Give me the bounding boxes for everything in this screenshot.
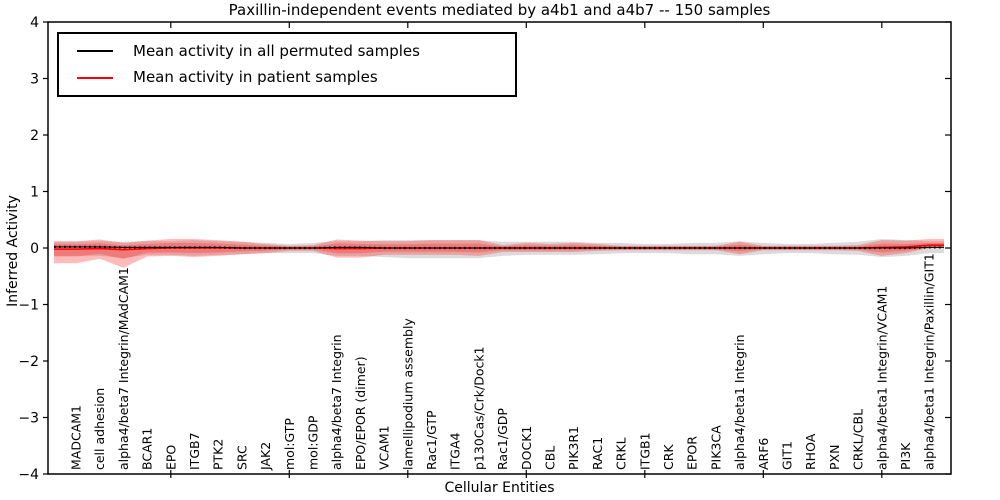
y-tick-label: −3 bbox=[18, 411, 39, 427]
x-tick-label: ITGB7 bbox=[187, 432, 202, 470]
x-tick-label: PIK3R1 bbox=[566, 426, 581, 470]
x-tick-label: p130Cas/Crk/Dock1 bbox=[471, 346, 486, 470]
legend: Mean activity in all permuted samples Me… bbox=[57, 32, 517, 97]
x-tick-label: SRC bbox=[234, 445, 249, 470]
x-tick-label: PI3K bbox=[898, 442, 913, 470]
y-tick-label: 4 bbox=[30, 15, 39, 31]
x-tick-label: alpha4/beta1 Integrin bbox=[732, 334, 747, 470]
x-tick-label: PXN bbox=[827, 445, 842, 470]
patient-range-band-outer bbox=[54, 238, 944, 268]
x-tick-label: mol:GDP bbox=[306, 415, 321, 470]
x-tick-label: DOCK1 bbox=[519, 426, 534, 470]
x-tick-label: cell adhesion bbox=[92, 388, 107, 470]
x-tick-label: PTK2 bbox=[211, 439, 226, 470]
x-tick-label: ITGA4 bbox=[448, 432, 463, 470]
x-tick-label: PIK3CA bbox=[708, 425, 723, 470]
y-tick-label: 1 bbox=[30, 185, 39, 201]
x-tick-label: EPOR bbox=[685, 436, 700, 470]
x-tick-label: lamellipodium assembly bbox=[400, 318, 415, 470]
x-tick-label: ARF6 bbox=[756, 438, 771, 470]
x-tick-label: GIT1 bbox=[780, 441, 795, 470]
y-tick-label: −2 bbox=[18, 354, 39, 370]
x-tick-label: mol:GTP bbox=[282, 418, 297, 470]
chart-title: Paxillin-independent events mediated by … bbox=[228, 1, 771, 19]
x-tick-label: BCAR1 bbox=[140, 428, 155, 470]
y-tick-label: 3 bbox=[30, 72, 39, 88]
x-tick-label: EPO bbox=[163, 445, 178, 470]
y-tick-label: −4 bbox=[18, 467, 39, 483]
x-tick-label: MADCAM1 bbox=[69, 405, 84, 470]
x-tick-label: alpha4/beta7 Integrin bbox=[329, 334, 344, 470]
x-axis-label: Cellular Entities bbox=[444, 480, 555, 496]
x-tick-label: Rac1/GTP bbox=[424, 410, 439, 470]
legend-label-permuted: Mean activity in all permuted samples bbox=[133, 41, 420, 60]
x-tick-label: ITGB1 bbox=[637, 432, 652, 470]
y-tick-label: 2 bbox=[30, 128, 39, 144]
permuted-line-swatch bbox=[77, 50, 113, 53]
patient-line-swatch bbox=[77, 76, 113, 79]
legend-entry-permuted: Mean activity in all permuted samples bbox=[59, 39, 515, 63]
legend-label-patient: Mean activity in patient samples bbox=[133, 68, 378, 87]
patient-range-band-inner bbox=[54, 243, 944, 259]
legend-entry-patient: Mean activity in patient samples bbox=[59, 66, 515, 90]
permuted-mean-line bbox=[54, 246, 944, 249]
y-axis-label: Inferred Activity bbox=[5, 195, 21, 307]
x-tick-label: RHOA bbox=[803, 433, 818, 470]
x-tick-label: JAK2 bbox=[258, 442, 273, 471]
x-tick-label: CRK bbox=[661, 444, 676, 470]
x-tick-label: CRKL/CBL bbox=[851, 409, 866, 470]
x-tick-label: alpha4/beta1 Integrin/VCAM1 bbox=[874, 286, 889, 470]
y-tick-label: −1 bbox=[18, 298, 39, 314]
x-tick-label: CBL bbox=[543, 446, 558, 470]
x-tick-label: EPO/EPOR (dimer) bbox=[353, 356, 368, 470]
x-tick-label: VCAM1 bbox=[377, 425, 392, 470]
x-tick-label: alpha4/beta7 Integrin/MAdCAM1 bbox=[116, 267, 131, 470]
x-tick-label: alpha4/beta1 Integrin/Paxillin/GIT1 bbox=[922, 253, 937, 470]
x-tick-label: CRKL bbox=[614, 437, 629, 470]
x-tick-label: Rac1/GDP bbox=[495, 408, 510, 470]
x-tick-label: RAC1 bbox=[590, 437, 605, 470]
y-tick-label: 0 bbox=[30, 241, 39, 257]
